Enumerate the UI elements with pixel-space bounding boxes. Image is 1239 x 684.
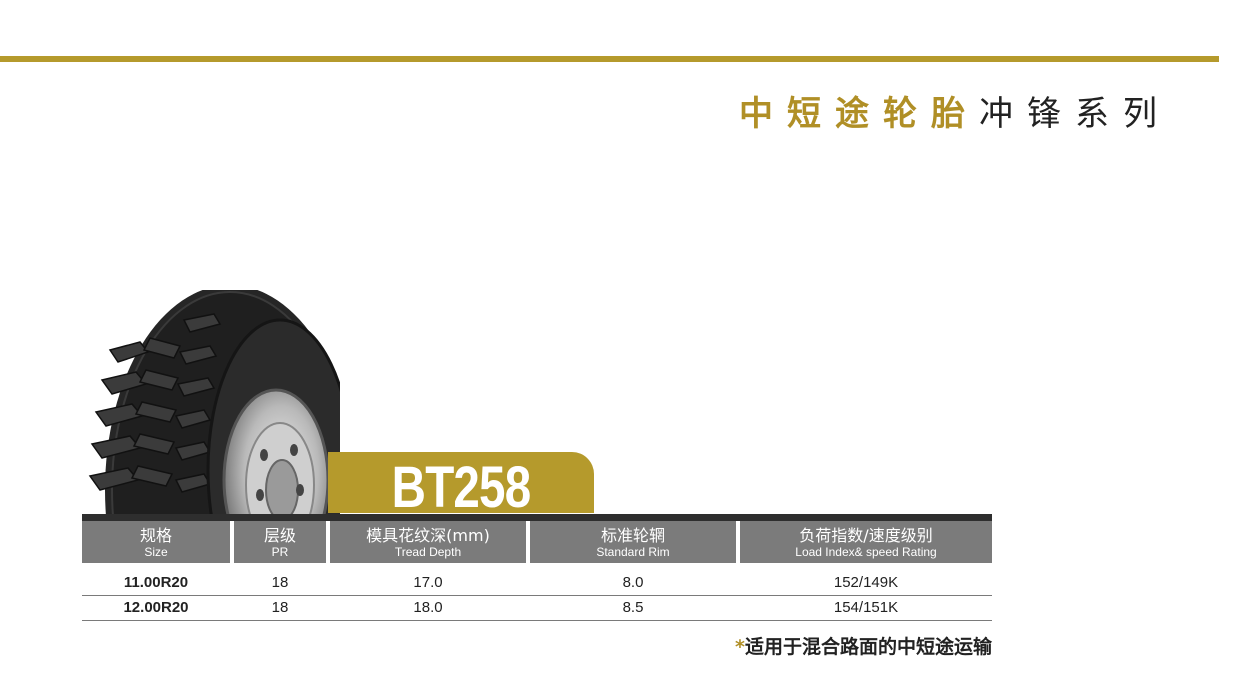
series-title-highlight: 中短途轮胎 <box>739 94 979 134</box>
header-en: Load Index& speed Rating <box>795 544 937 559</box>
cell-pr: 18 <box>271 599 289 616</box>
cell-tread-depth: 18.0 <box>413 599 443 616</box>
header-en: Tread Depth <box>394 544 462 559</box>
tire-illustration <box>88 290 340 514</box>
model-name: BT258 <box>391 455 531 520</box>
header-cn: 规格 <box>139 525 172 545</box>
header-cn: 标准轮辋 <box>600 525 665 545</box>
header-en: Size <box>144 544 168 559</box>
tire-image <box>80 290 340 514</box>
header-cn: 层级 <box>263 525 296 545</box>
cell-size: 11.00R20 <box>123 574 189 591</box>
header-cn: 模具花纹深(mm) <box>366 525 490 545</box>
model-tab: BT258 <box>328 452 594 520</box>
footnote-star: * <box>735 636 745 658</box>
cell-tread-depth: 17.0 <box>413 574 443 591</box>
header-cn: 负荷指数/速度级别 <box>799 525 933 545</box>
cell-size: 12.00R20 <box>123 599 189 616</box>
footnote: *适用于混合路面的中短途运输 <box>735 632 992 659</box>
cell-rim: 8.5 <box>622 599 644 616</box>
header-en: PR <box>271 544 289 559</box>
header-pr: 层级 PR <box>234 521 326 563</box>
series-title-rest: 冲锋系列 <box>979 94 1171 134</box>
top-gold-rule <box>0 56 1219 62</box>
series-title: 中短途轮胎冲锋系列 <box>739 86 1171 135</box>
table-header-row: 规格 Size 层级 PR 模具花纹深(mm) Tread Depth 标准轮辋… <box>82 514 992 571</box>
spec-table: 规格 Size 层级 PR 模具花纹深(mm) Tread Depth 标准轮辋… <box>82 514 992 621</box>
header-load-speed: 负荷指数/速度级别 Load Index& speed Rating <box>740 521 992 563</box>
header-en: Standard Rim <box>596 544 670 559</box>
cell-rim: 8.0 <box>622 574 644 591</box>
footnote-text: 适用于混合路面的中短途运输 <box>744 636 992 658</box>
cell-load-speed: 152/149K <box>833 574 899 591</box>
table-row: 11.00R20 18 17.0 8.0 152/149K <box>82 571 992 596</box>
cell-pr: 18 <box>271 574 289 591</box>
header-standard-rim: 标准轮辋 Standard Rim <box>530 521 736 563</box>
header-size: 规格 Size <box>82 521 230 563</box>
header-tread-depth: 模具花纹深(mm) Tread Depth <box>330 521 526 563</box>
table-row: 12.00R20 18 18.0 8.5 154/151K <box>82 596 992 621</box>
cell-load-speed: 154/151K <box>833 599 899 616</box>
